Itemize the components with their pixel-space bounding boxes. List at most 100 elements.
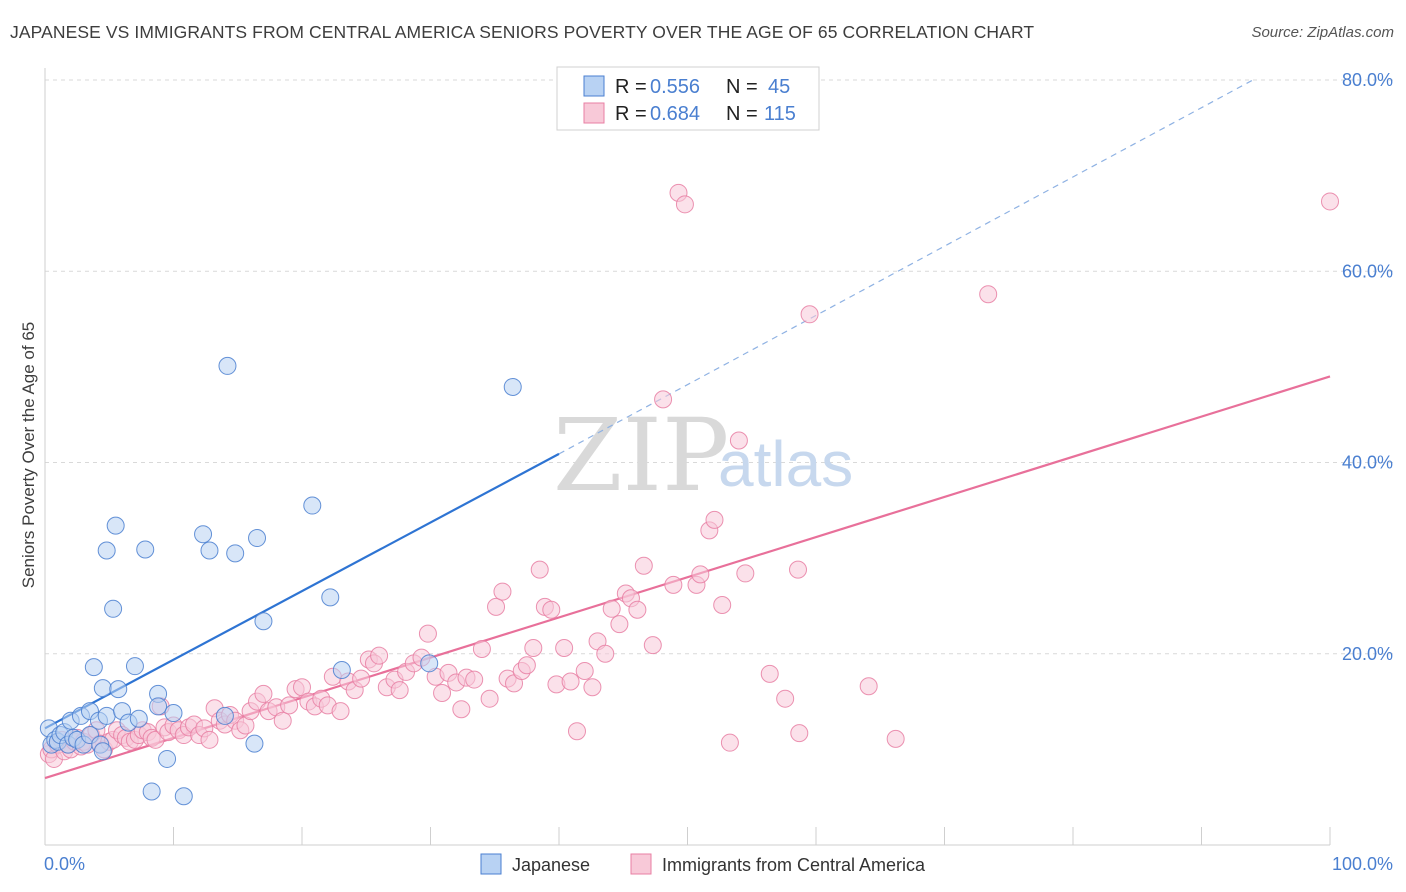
immigrants-point-122 — [776, 689, 795, 708]
japanese-point-34 — [174, 787, 193, 806]
japanese-point-21 — [104, 599, 123, 618]
japanese-point-40 — [248, 529, 267, 548]
japanese-point-44 — [321, 588, 340, 607]
japanese-point-32 — [158, 749, 177, 768]
japanese-point-28 — [136, 540, 155, 559]
immigrants-point-101 — [596, 644, 615, 663]
immigrants-point-81 — [465, 670, 484, 689]
legend-swatch-immigrants — [583, 102, 605, 124]
immigrants-point-90 — [524, 639, 543, 658]
legend-r-label-2: R = — [615, 103, 647, 125]
japanese-point-18 — [97, 706, 116, 725]
bottom-legend-swatch-immigrants — [630, 853, 652, 875]
immigrants-point-112 — [675, 195, 694, 214]
watermark-zip: ZIP — [553, 397, 729, 514]
immigrants-point-91 — [530, 560, 549, 579]
immigrants-point-121 — [760, 664, 779, 683]
y-axis-label: Seniors Poverty Over the Age of 65 — [19, 322, 38, 588]
immigrants-point-106 — [628, 600, 647, 619]
immigrants-point-89 — [517, 656, 536, 675]
legend-swatch-japanese — [583, 75, 605, 97]
y-tick-label-80: 80.0% — [1342, 70, 1393, 90]
immigrants-point-119 — [729, 431, 748, 450]
immigrants-point-53 — [280, 696, 299, 715]
japanese-point-29 — [142, 782, 161, 801]
immigrants-point-70 — [390, 681, 409, 700]
immigrants-point-125 — [800, 305, 819, 324]
scatter-points — [39, 183, 1339, 806]
japanese-point-42 — [254, 612, 273, 631]
y-tick-label-20: 20.0% — [1342, 644, 1393, 664]
immigrants-point-95 — [555, 639, 574, 658]
immigrants-point-123 — [789, 560, 808, 579]
immigrants-point-114 — [691, 565, 710, 584]
immigrants-point-109 — [654, 390, 673, 409]
japanese-point-41 — [245, 734, 264, 753]
japanese-point-23 — [109, 680, 128, 699]
immigrants-point-124 — [790, 724, 809, 743]
y-axis-tick-labels: 20.0% 40.0% 60.0% 80.0% — [1342, 70, 1393, 664]
immigrants-point-116 — [705, 510, 724, 529]
x-tick-label-min: 0.0% — [44, 854, 85, 874]
x-axis-ticks — [44, 827, 1331, 845]
immigrants-point-83 — [480, 689, 499, 708]
immigrants-point-120 — [736, 564, 755, 583]
legend-r-value-2: 0.684 — [650, 103, 700, 125]
japanese-point-43 — [303, 496, 322, 515]
japanese-point-20 — [97, 541, 116, 560]
japanese-point-38 — [218, 356, 237, 375]
immigrants-point-61 — [331, 702, 350, 721]
japanese-point-47 — [503, 377, 522, 396]
immigrants-point-96 — [561, 672, 580, 691]
immigrants-point-79 — [452, 700, 471, 719]
immigrants-point-76 — [433, 683, 452, 702]
immigrants-point-102 — [602, 599, 621, 618]
legend-n-value-1: 45 — [768, 76, 790, 98]
immigrants-point-82 — [472, 639, 491, 658]
bottom-legend-label-immigrants: Immigrants from Central America — [662, 855, 926, 875]
immigrants-point-49 — [254, 684, 273, 703]
legend-n-label-1: N = — [726, 76, 758, 98]
immigrants-point-84 — [487, 597, 506, 616]
immigrants-point-117 — [713, 595, 732, 614]
japanese-point-33 — [164, 704, 183, 723]
bottom-legend-label-japanese: Japanese — [512, 855, 590, 875]
japanese-point-37 — [215, 706, 234, 725]
legend-n-label-2: N = — [726, 103, 758, 125]
stats-legend: R = 0.556 N = 45 R = 0.684 N = 115 — [556, 66, 820, 131]
japanese-point-22 — [106, 516, 125, 535]
legend-r-value-1: 0.556 — [650, 76, 700, 98]
legend-r-label-1: R = — [615, 76, 647, 98]
immigrants-point-126 — [859, 677, 878, 696]
japanese-point-36 — [200, 541, 219, 560]
immigrants-point-129 — [1321, 192, 1339, 211]
bottom-legend-swatch-japanese — [480, 853, 502, 875]
japanese-point-46 — [420, 654, 439, 673]
immigrants-point-127 — [886, 729, 905, 748]
series-legend: Japanese Immigrants from Central America — [480, 853, 926, 875]
japanese-point-39 — [226, 544, 245, 563]
japanese-point-17 — [93, 679, 112, 698]
immigrants-point-64 — [352, 669, 371, 688]
immigrants-point-128 — [979, 285, 998, 304]
immigrants-point-110 — [664, 575, 683, 594]
immigrants-point-98 — [575, 661, 594, 680]
japanese-point-19 — [93, 742, 112, 761]
immigrants-point-99 — [583, 678, 602, 697]
immigrants-point-93 — [542, 600, 561, 619]
immigrants-point-67 — [370, 646, 389, 665]
immigrants-point-39 — [200, 730, 219, 749]
japanese-point-26 — [125, 657, 144, 676]
chart-title: JAPANESE VS IMMIGRANTS FROM CENTRAL AMER… — [10, 22, 1035, 42]
japanese-point-14 — [84, 658, 103, 677]
immigrants-point-85 — [493, 582, 512, 601]
x-tick-label-max: 100.0% — [1332, 854, 1393, 874]
japanese-point-35 — [194, 525, 213, 544]
immigrants-point-74 — [418, 624, 437, 643]
japanese-point-45 — [332, 661, 351, 680]
y-tick-label-60: 60.0% — [1342, 261, 1393, 281]
immigrants-point-97 — [567, 722, 586, 741]
japanese-point-31 — [149, 697, 168, 716]
immigrants-point-52 — [273, 711, 292, 730]
